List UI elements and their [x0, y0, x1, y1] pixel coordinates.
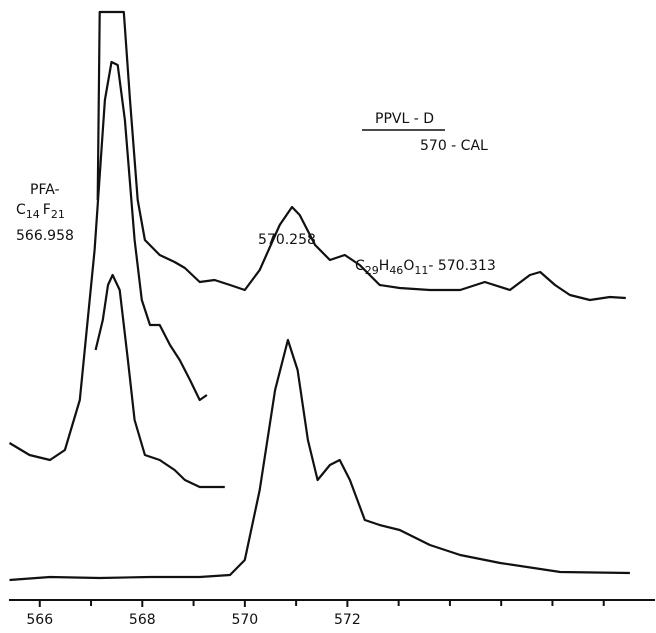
annotation: PFA-	[30, 182, 60, 198]
annotation: 566.958	[16, 228, 74, 244]
formula-part: H	[379, 258, 390, 274]
x-tick-label: 572	[334, 612, 361, 628]
trace	[96, 10, 626, 302]
trace	[94, 273, 225, 489]
trace	[9, 338, 630, 582]
annotation: C29H46O11- 570.313	[355, 258, 496, 277]
formula-part: F	[43, 202, 51, 218]
formula-part: C	[16, 202, 26, 218]
x-tick-label: 568	[129, 612, 156, 628]
formula-part: 21	[51, 208, 65, 221]
formula-part: O	[403, 258, 414, 274]
formula-part: 29	[365, 264, 379, 277]
formula-part: 46	[389, 264, 403, 277]
annotation: C14 F21	[16, 202, 65, 221]
annotation: 570 - CAL	[420, 138, 488, 154]
formula-part: - 570.313	[428, 258, 495, 274]
formula-part: 14	[26, 208, 40, 221]
trace	[8, 60, 208, 462]
formula-part: 11	[414, 264, 428, 277]
annotation: 570.258	[258, 232, 316, 248]
x-tick-label: 570	[231, 612, 258, 628]
x-tick-label: 566	[26, 612, 53, 628]
annotation: PPVL - D	[375, 111, 434, 127]
